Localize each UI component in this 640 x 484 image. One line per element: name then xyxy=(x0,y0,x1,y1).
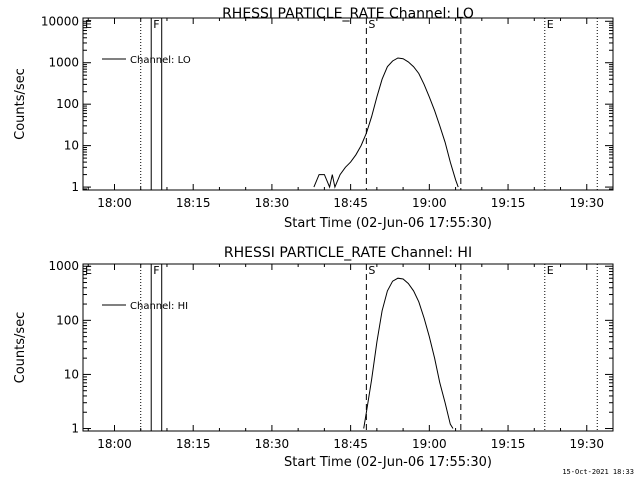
x-tick-label: 18:15 xyxy=(176,437,211,451)
y-tick-label: 10 xyxy=(64,367,79,381)
chart-title: RHESSI PARTICLE_RATE Channel: LO xyxy=(222,6,474,22)
series-line xyxy=(363,277,454,429)
event-marker-label: E xyxy=(85,264,92,277)
chart-title: RHESSI PARTICLE_RATE Channel: HI xyxy=(224,245,472,261)
y-tick-label: 1000 xyxy=(48,56,79,70)
legend-label: Channel: HI xyxy=(130,301,188,312)
series-line xyxy=(313,57,459,189)
event-marker-label: S xyxy=(368,264,375,277)
x-tick-label: 19:30 xyxy=(569,196,604,210)
y-tick-label: 100 xyxy=(56,313,79,327)
x-axis-label: Start Time (02-Jun-06 17:55:30) xyxy=(284,455,492,470)
x-tick-label: 19:15 xyxy=(491,437,526,451)
x-tick-label: 18:45 xyxy=(333,196,368,210)
x-tick-label: 19:00 xyxy=(412,196,447,210)
x-tick-label: 18:00 xyxy=(97,196,132,210)
y-tick-label: 1 xyxy=(71,422,79,436)
x-tick-label: 19:30 xyxy=(569,437,604,451)
x-tick-label: 19:15 xyxy=(491,196,526,210)
footer-timestamp: 15-Oct-2021 18:33 xyxy=(562,468,634,476)
y-axis-label: Counts/sec xyxy=(13,312,28,384)
y-tick-label: 100 xyxy=(56,97,79,111)
legend-label: Channel: LO xyxy=(130,55,191,66)
y-tick-label: 10 xyxy=(64,139,79,153)
plot-frame xyxy=(82,263,614,432)
x-tick-label: 18:15 xyxy=(176,196,211,210)
x-tick-label: 18:00 xyxy=(97,437,132,451)
x-tick-label: 18:30 xyxy=(255,196,290,210)
event-marker-label: S xyxy=(368,18,375,31)
event-marker-label: F xyxy=(153,264,159,277)
y-tick-label: 1000 xyxy=(48,259,79,273)
y-axis-label: Counts/sec xyxy=(13,68,28,140)
event-marker-label: E xyxy=(85,18,92,31)
y-tick-label: 1 xyxy=(71,180,79,194)
x-tick-label: 19:00 xyxy=(412,437,447,451)
x-tick-label: 18:30 xyxy=(255,437,290,451)
y-tick-label: 10000 xyxy=(41,14,79,28)
x-axis-label: Start Time (02-Jun-06 17:55:30) xyxy=(284,216,492,231)
x-tick-label: 18:45 xyxy=(333,437,368,451)
event-marker-label: F xyxy=(153,18,159,31)
event-marker-label: E xyxy=(547,264,554,277)
event-marker-label: E xyxy=(547,18,554,31)
